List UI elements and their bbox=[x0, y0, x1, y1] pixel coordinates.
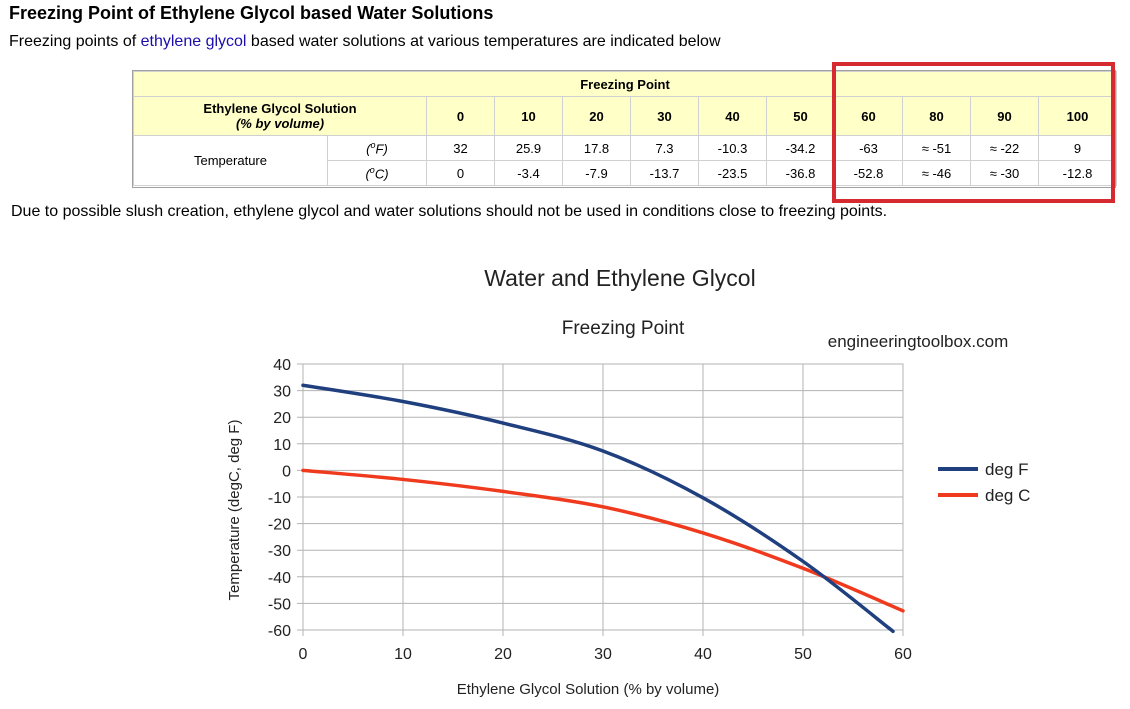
freezing-point-table: Freezing Point Ethylene Glycol Solution … bbox=[133, 71, 1117, 186]
y-tick-label: -40 bbox=[268, 570, 291, 587]
intro-text: Freezing points of ethylene glycol based… bbox=[9, 33, 721, 51]
fahrenheit-cell: ≈ -22 bbox=[970, 135, 1039, 161]
column-header: 100 bbox=[1038, 96, 1117, 136]
celsius-cell: -3.4 bbox=[494, 160, 563, 186]
y-tick-label: -20 bbox=[268, 517, 291, 534]
x-tick-label: 0 bbox=[299, 646, 308, 663]
x-tick-label: 10 bbox=[394, 646, 412, 663]
unit-c-close: C) bbox=[374, 166, 389, 182]
series-line-deg-c bbox=[301, 468, 905, 613]
chart-watermark: engineeringtoolbox.com bbox=[828, 332, 1009, 351]
temperature-row-label: Temperature bbox=[133, 135, 328, 186]
series-lines bbox=[301, 383, 905, 634]
column-header: 80 bbox=[902, 96, 971, 136]
y-tick-label: -10 bbox=[268, 490, 291, 507]
solution-sublabel: (% by volume) bbox=[235, 116, 325, 131]
y-axis-label: Temperature (degC, deg F) bbox=[226, 420, 243, 601]
celsius-cell: ≈ -30 bbox=[970, 160, 1039, 186]
unit-f-degree: o bbox=[370, 139, 376, 150]
y-tick-label: 0 bbox=[282, 463, 291, 480]
unit-c-degree: o bbox=[369, 164, 375, 175]
celsius-cell: ≈ -46 bbox=[902, 160, 971, 186]
x-tick-label: 30 bbox=[594, 646, 612, 663]
y-tick-label: -60 bbox=[268, 623, 291, 640]
grid-lines bbox=[297, 363, 904, 636]
legend-label: deg F bbox=[985, 460, 1028, 479]
table-group-header: Freezing Point bbox=[133, 71, 1117, 97]
chart-title: Water and Ethylene Glycol bbox=[484, 265, 755, 291]
unit-celsius: (oC) bbox=[327, 160, 427, 186]
intro-text-start: Freezing points of bbox=[9, 33, 141, 50]
column-header: 30 bbox=[630, 96, 699, 136]
legend: deg F deg C bbox=[938, 460, 1030, 505]
x-tick-label: 50 bbox=[794, 646, 812, 663]
celsius-cell: -23.5 bbox=[698, 160, 767, 186]
fahrenheit-cell: -34.2 bbox=[766, 135, 835, 161]
unit-f-close: F) bbox=[375, 141, 388, 157]
chart-subtitle: Freezing Point bbox=[562, 318, 685, 339]
fahrenheit-cell: 7.3 bbox=[630, 135, 699, 161]
celsius-cell: -12.8 bbox=[1038, 160, 1117, 186]
celsius-cell: -52.8 bbox=[834, 160, 903, 186]
fahrenheit-cell: 17.8 bbox=[562, 135, 631, 161]
unit-f-open: ( bbox=[366, 141, 371, 157]
unit-c-open: ( bbox=[365, 166, 370, 182]
slush-note: Due to possible slush creation, ethylene… bbox=[11, 203, 888, 220]
y-tick-label: 10 bbox=[273, 437, 291, 454]
x-axis-label: Ethylene Glycol Solution (% by volume) bbox=[457, 681, 720, 698]
legend-label: deg C bbox=[985, 486, 1030, 505]
column-header: 0 bbox=[426, 96, 495, 136]
celsius-cell: -36.8 bbox=[766, 160, 835, 186]
column-header: 10 bbox=[494, 96, 563, 136]
column-header: 90 bbox=[970, 96, 1039, 136]
y-tick-label: -30 bbox=[268, 543, 291, 560]
solution-label: Ethylene Glycol Solution bbox=[203, 101, 357, 116]
x-tick-label: 40 bbox=[694, 646, 712, 663]
page-title: Freezing Point of Ethylene Glycol based … bbox=[9, 3, 494, 23]
column-header: 50 bbox=[766, 96, 835, 136]
celsius-cell: -13.7 bbox=[630, 160, 699, 186]
x-tick-label: 20 bbox=[494, 646, 512, 663]
series-line-deg-f bbox=[301, 383, 895, 634]
intro-text-end: based water solutions at various tempera… bbox=[246, 33, 721, 50]
y-tick-label: -50 bbox=[268, 596, 291, 613]
highlight-box bbox=[832, 62, 1115, 203]
x-tick-label: 60 bbox=[894, 646, 912, 663]
y-tick-label: 20 bbox=[273, 410, 291, 427]
y-tick-label: 40 bbox=[273, 357, 291, 374]
solution-header: Ethylene Glycol Solution (% by volume) bbox=[133, 96, 427, 136]
celsius-cell: 0 bbox=[426, 160, 495, 186]
y-tick-label: 30 bbox=[273, 384, 291, 401]
ethylene-glycol-link[interactable]: ethylene glycol bbox=[140, 33, 247, 50]
plot-frame bbox=[302, 363, 904, 631]
column-header: 60 bbox=[834, 96, 903, 136]
tick-labels: 40 30 20 10 0 -10 -20 -30 -40 -50 -60 0 10 20 30 40 50 60 bbox=[268, 357, 912, 663]
